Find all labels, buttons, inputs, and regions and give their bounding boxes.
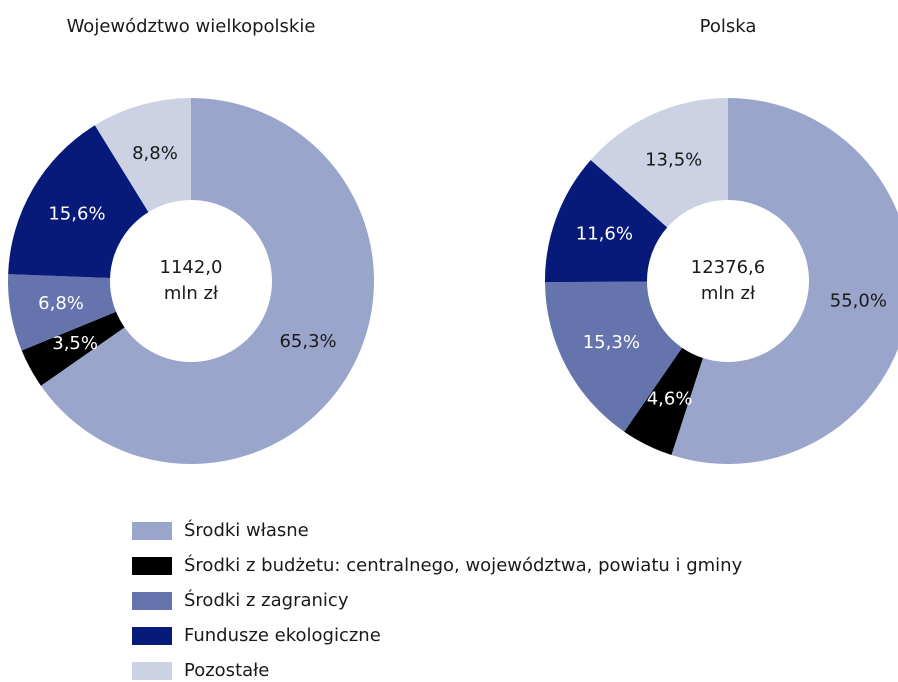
donut-slice xyxy=(94,98,191,213)
value-label: 13,5% xyxy=(645,150,702,171)
legend-swatch xyxy=(132,627,172,645)
legend-swatch xyxy=(132,522,172,540)
value-label: 11,6% xyxy=(576,224,633,245)
value-label: 15,3% xyxy=(583,332,640,353)
donut-slice xyxy=(8,125,149,278)
chart-title: Województwo wielkopolskie xyxy=(67,16,316,37)
donut-slice xyxy=(590,98,728,228)
donut-slice xyxy=(21,311,125,386)
legend-swatch xyxy=(132,557,172,575)
value-label: 65,3% xyxy=(279,331,336,352)
legend-label: Fundusze ekologiczne xyxy=(184,625,381,646)
center-label: 12376,6 xyxy=(691,257,765,278)
donut-slice xyxy=(671,98,898,464)
center-label: mln zł xyxy=(701,283,756,304)
value-label: 4,6% xyxy=(647,388,693,409)
donut-slice xyxy=(7,274,117,351)
value-label: 6,8% xyxy=(38,293,84,314)
value-label: 55,0% xyxy=(830,291,887,312)
value-label: 3,5% xyxy=(52,333,98,354)
center-label: 1142,0 xyxy=(160,257,223,278)
legend-label: Pozostałe xyxy=(184,660,269,681)
value-label: 15,6% xyxy=(48,204,105,225)
legend-label: Środki własne xyxy=(184,519,309,541)
value-label: 8,8% xyxy=(132,143,178,164)
donut-slice xyxy=(40,98,375,464)
donut-slice xyxy=(545,159,668,283)
legend-swatch xyxy=(132,592,172,610)
chart-title: Polska xyxy=(700,16,757,37)
donut-slice xyxy=(545,281,683,432)
donut-slice xyxy=(624,347,703,456)
center-label: mln zł xyxy=(164,283,219,304)
legend-label: Środki z zagranicy xyxy=(184,589,349,611)
legend-label: Środki z budżetu: centralnego, województ… xyxy=(184,554,743,576)
legend-swatch xyxy=(132,662,172,680)
